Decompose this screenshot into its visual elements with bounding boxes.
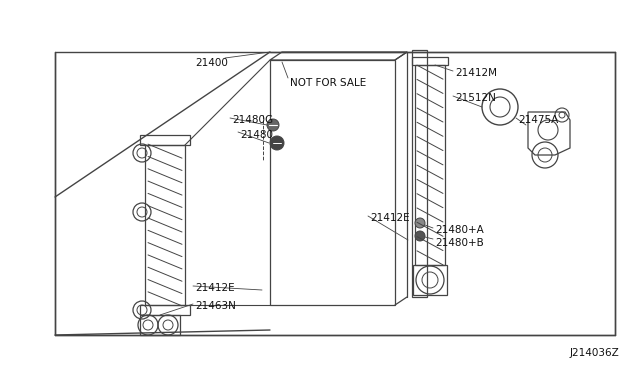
Circle shape <box>270 136 284 150</box>
Circle shape <box>267 119 279 131</box>
Text: 21412E: 21412E <box>195 283 235 293</box>
Circle shape <box>415 231 425 241</box>
Text: 21475A: 21475A <box>518 115 558 125</box>
Text: 21412M: 21412M <box>455 68 497 78</box>
Text: 21400: 21400 <box>195 58 228 68</box>
Text: 21480G: 21480G <box>232 115 273 125</box>
Text: 21412E: 21412E <box>370 213 410 223</box>
Text: 21480+A: 21480+A <box>435 225 484 235</box>
Text: NOT FOR SALE: NOT FOR SALE <box>290 78 366 88</box>
Circle shape <box>415 218 425 228</box>
Text: 21512N: 21512N <box>455 93 496 103</box>
Text: J214036Z: J214036Z <box>570 348 620 358</box>
Text: 21480+B: 21480+B <box>435 238 484 248</box>
Text: 21463N: 21463N <box>195 301 236 311</box>
Text: 21480: 21480 <box>240 130 273 140</box>
